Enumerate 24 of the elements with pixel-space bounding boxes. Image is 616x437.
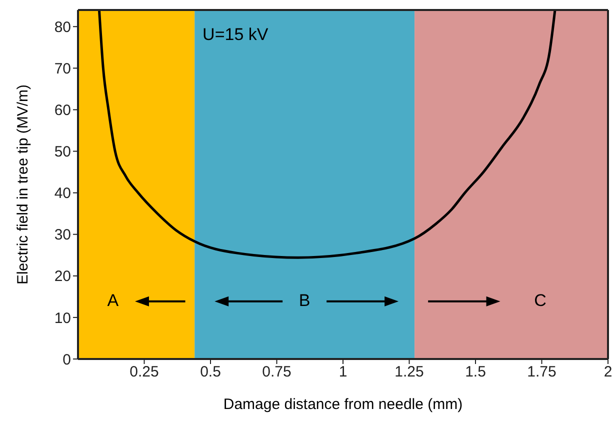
y-tick-label: 60	[54, 102, 71, 120]
x-tick-label: 0.75	[262, 364, 292, 381]
y-tick-label: 20	[54, 268, 71, 286]
x-tick-label: 1.25	[394, 364, 424, 381]
y-tick-label: 30	[54, 226, 71, 244]
line-series	[98, 10, 556, 259]
x-tick-label: 1.75	[527, 364, 556, 381]
annotation: U=15 kV	[202, 25, 269, 44]
y-tick-label: 0	[62, 351, 71, 368]
x-tick-label: 2	[604, 364, 612, 381]
x-tick-label: 0.5	[200, 364, 221, 381]
x-tick-label: 1	[338, 364, 348, 381]
y-tick-label: 70	[54, 60, 71, 78]
y-tick-label: 10	[54, 310, 71, 327]
x-tick-label: 1.5	[465, 364, 486, 381]
band-label: B	[298, 290, 310, 310]
y-tick-label: 80	[54, 18, 71, 36]
band-label: A	[107, 290, 120, 310]
y-tick-label: 40	[54, 185, 71, 202]
y-axis-title: Electric field in tree tip (MV/m)	[14, 84, 32, 285]
x-axis-title: Damage distance from needle (mm)	[223, 396, 463, 413]
x-tick-label: 0.25	[130, 364, 159, 381]
y-tick-label: 50	[54, 144, 71, 161]
band-label: C	[534, 290, 546, 310]
